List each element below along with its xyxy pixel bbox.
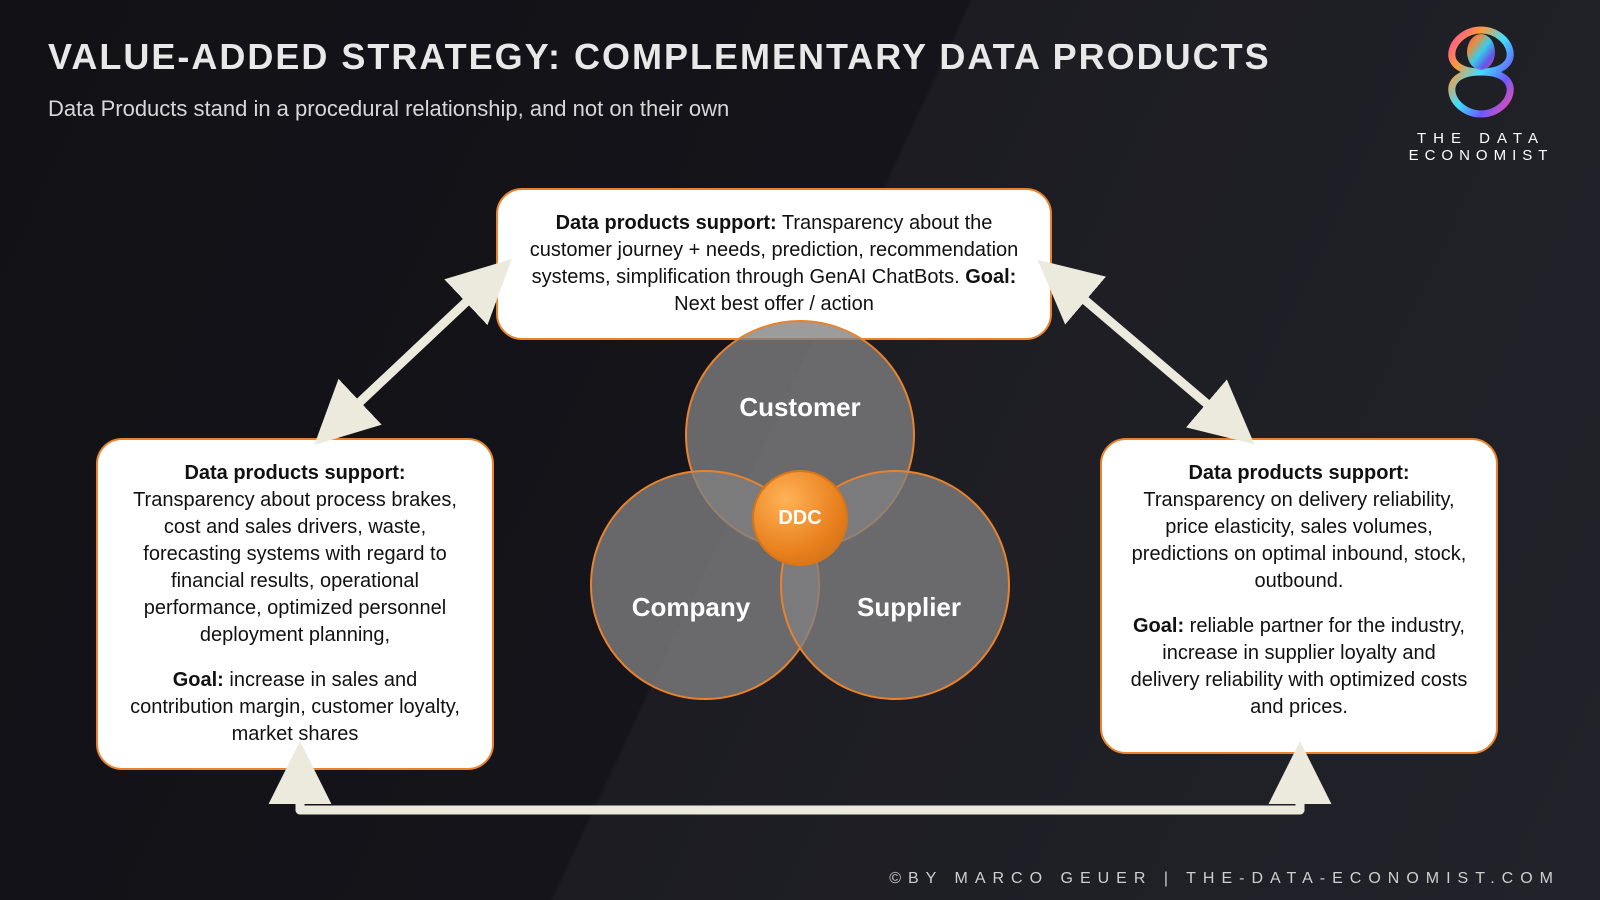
logo-icon xyxy=(1426,22,1536,122)
venn-center-label: DDC xyxy=(778,507,821,530)
footer-credit: ©BY MARCO GEUER | THE-DATA-ECONOMIST.COM xyxy=(889,870,1560,888)
callout-supplier: Data products support: Transparency on d… xyxy=(1100,438,1498,754)
logo-text-2: ECONOMIST xyxy=(1396,147,1566,164)
page-subtitle: Data Products stand in a procedural rela… xyxy=(48,96,729,122)
venn-center: DDC xyxy=(752,470,848,566)
text: Transparency about process brakes, cost … xyxy=(133,489,457,646)
goal-label: Goal: xyxy=(965,266,1016,288)
page-title: VALUE-ADDED STRATEGY: COMPLEMENTARY DATA… xyxy=(48,36,1271,78)
brand-logo: THE DATA ECONOMIST xyxy=(1396,22,1566,164)
label: Data products support: xyxy=(1188,462,1409,484)
goal-label: Goal: xyxy=(173,669,224,691)
goal-label: Goal: xyxy=(1133,615,1184,637)
label: Data products support: xyxy=(184,462,405,484)
label: Data products support: xyxy=(556,212,777,234)
venn-label-company: Company xyxy=(632,592,750,623)
callout-company: Data products support: Transparency abou… xyxy=(96,438,494,770)
logo-text-1: THE DATA xyxy=(1396,130,1566,147)
venn-label-supplier: Supplier xyxy=(857,592,961,623)
text: Transparency on delivery reliability, pr… xyxy=(1132,489,1467,592)
goal-text: Next best offer / action xyxy=(674,293,874,315)
callout-customer: Data products support: Transparency abou… xyxy=(496,188,1052,340)
venn-diagram: Customer Company Supplier DDC xyxy=(590,320,1010,720)
venn-label-customer: Customer xyxy=(739,392,860,423)
